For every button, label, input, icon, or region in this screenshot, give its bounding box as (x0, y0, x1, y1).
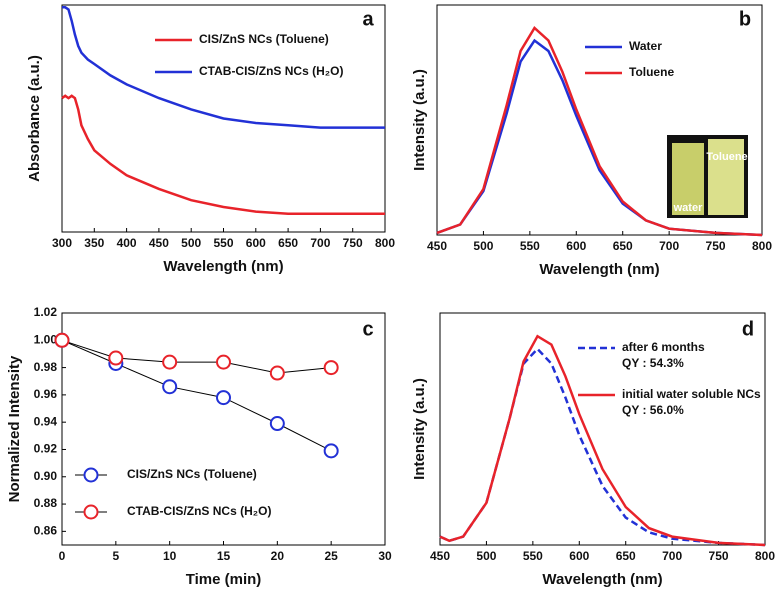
legend-label: Toluene (629, 65, 674, 79)
x-tick-label: 700 (662, 549, 682, 563)
x-axis-label: Wavelength (nm) (539, 261, 659, 278)
legend-marker (83, 504, 99, 520)
x-tick-label: 450 (430, 549, 450, 563)
x-tick-label: 10 (163, 549, 177, 563)
legend-note: QY : 56.0% (622, 403, 684, 417)
legend-label: after 6 months (622, 340, 705, 354)
y-tick-label: 0.92 (34, 442, 58, 456)
x-tick-label: 0 (59, 549, 66, 563)
x-axis-label: Wavelength (nm) (163, 258, 283, 275)
legend-marker (83, 467, 99, 483)
inset-label: Toluene (706, 151, 747, 163)
x-tick-label: 550 (520, 239, 540, 253)
x-tick-label: 500 (473, 239, 493, 253)
x-tick-label: 600 (246, 236, 266, 250)
x-tick-label: 700 (659, 239, 679, 253)
x-tick-label: 650 (616, 549, 636, 563)
x-tick-label: 500 (476, 549, 496, 563)
series-line (61, 94, 385, 216)
marker (323, 360, 339, 376)
series-line (61, 339, 332, 374)
legend-label: Water (629, 39, 662, 53)
marker (162, 354, 178, 370)
x-tick-label: 450 (427, 239, 447, 253)
marker (269, 365, 285, 381)
x-tick-label: 800 (752, 239, 772, 253)
x-tick-label: 700 (310, 236, 330, 250)
y-axis-label: Absorbance (a.u.) (26, 55, 43, 182)
y-axis-label: Intensity (a.u.) (411, 69, 428, 171)
x-tick-label: 300 (52, 236, 72, 250)
marker (323, 443, 339, 459)
marker (108, 350, 124, 366)
marker (54, 332, 70, 348)
x-tick-label: 650 (278, 236, 298, 250)
marker (216, 354, 231, 370)
x-tick-label: 450 (149, 236, 169, 250)
legend-label: initial water soluble NCs (622, 387, 761, 401)
x-tick-label: 350 (84, 236, 104, 250)
series-line (61, 339, 332, 452)
x-axis-label: Time (min) (186, 571, 262, 588)
y-tick-label: 0.90 (34, 469, 58, 483)
y-tick-label: 0.88 (34, 496, 58, 510)
x-tick-label: 5 (112, 549, 119, 563)
plot-frame (436, 4, 763, 236)
legend-label: CIS/ZnS NCs (Toluene) (127, 467, 257, 481)
vial (708, 139, 744, 215)
marker (269, 416, 285, 432)
y-axis-label: Intensity (a.u.) (411, 378, 428, 480)
y-tick-label: 1.02 (34, 305, 58, 319)
x-tick-label: 500 (181, 236, 201, 250)
marker (216, 390, 231, 406)
y-tick-label: 1.00 (34, 332, 58, 346)
x-tick-label: 25 (324, 549, 338, 563)
y-tick-label: 0.86 (34, 524, 58, 538)
x-tick-label: 800 (375, 236, 395, 250)
y-tick-label: 0.94 (34, 414, 58, 428)
panel-label: c (362, 318, 373, 340)
x-tick-label: 750 (709, 549, 729, 563)
inset-label: water (673, 202, 703, 214)
y-tick-label: 0.98 (34, 360, 58, 374)
x-axis-label: Wavelength (nm) (542, 571, 662, 588)
legend-label: CTAB-CIS/ZnS NCs (H₂O) (199, 64, 343, 78)
panel-label: a (362, 8, 374, 30)
series-line (439, 334, 766, 547)
x-tick-label: 650 (613, 239, 633, 253)
x-tick-label: 550 (523, 549, 543, 563)
x-tick-label: 550 (213, 236, 233, 250)
x-tick-label: 750 (706, 239, 726, 253)
x-tick-label: 600 (569, 549, 589, 563)
panel-label: b (739, 8, 751, 30)
series-line (436, 26, 763, 237)
legend-label: CTAB-CIS/ZnS NCs (H₂O) (127, 504, 271, 518)
legend-label: CIS/ZnS NCs (Toluene) (199, 32, 329, 46)
legend-note: QY : 54.3% (622, 356, 684, 370)
x-tick-label: 400 (117, 236, 137, 250)
plot-frame (439, 312, 766, 546)
series-line (62, 6, 385, 129)
x-tick-label: 600 (566, 239, 586, 253)
y-tick-label: 0.96 (34, 387, 58, 401)
x-tick-label: 15 (217, 549, 231, 563)
x-tick-label: 800 (755, 549, 775, 563)
x-tick-label: 20 (271, 549, 285, 563)
vial (672, 143, 704, 215)
series-line (439, 347, 766, 547)
y-axis-label: Normalized Intensity (6, 355, 23, 502)
x-tick-label: 750 (343, 236, 363, 250)
panel-label: d (742, 318, 754, 340)
x-tick-label: 30 (378, 549, 392, 563)
marker (162, 379, 178, 395)
